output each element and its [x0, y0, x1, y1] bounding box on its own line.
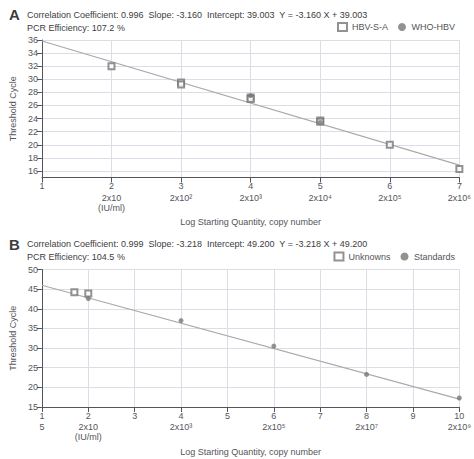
svg-text:35: 35 [28, 323, 38, 333]
svg-text:5: 5 [318, 181, 323, 191]
svg-text:50: 50 [28, 265, 38, 275]
svg-text:8: 8 [364, 411, 369, 421]
svg-text:40: 40 [28, 304, 38, 314]
svg-text:2x10⁹: 2x10⁹ [448, 422, 472, 432]
svg-text:WHO-HBV: WHO-HBV [412, 22, 456, 32]
svg-text:2x10⁶: 2x10⁶ [448, 193, 472, 203]
svg-text:34: 34 [28, 48, 38, 58]
svg-text:5: 5 [39, 422, 44, 432]
svg-text:2x10: 2x10 [102, 193, 122, 203]
svg-text:5: 5 [225, 411, 230, 421]
svg-text:28: 28 [28, 87, 38, 97]
svg-text:2x10⁴: 2x10⁴ [309, 193, 333, 203]
svg-text:(IU/ml): (IU/ml) [98, 203, 125, 213]
svg-text:Correlation Coefficient: 0.996: Correlation Coefficient: 0.996 Slope: -3… [27, 10, 367, 20]
svg-text:PCR Efficiency: 104.5 %: PCR Efficiency: 104.5 % [27, 252, 125, 262]
svg-text:2x10³: 2x10³ [170, 422, 193, 432]
svg-text:2x10⁷: 2x10⁷ [355, 422, 378, 432]
svg-text:30: 30 [28, 343, 38, 353]
svg-text:A: A [9, 6, 20, 23]
svg-text:7: 7 [318, 411, 323, 421]
svg-text:3: 3 [132, 411, 137, 421]
svg-text:16: 16 [28, 166, 38, 176]
svg-text:Log Starting Quantity, copy nu: Log Starting Quantity, copy number [180, 447, 321, 457]
svg-text:2x10: 2x10 [79, 422, 99, 432]
svg-text:Standards: Standards [414, 252, 456, 262]
svg-text:Log Starting Quantity, copy nu: Log Starting Quantity, copy number [180, 217, 321, 227]
svg-text:B: B [9, 236, 20, 253]
svg-text:(IU/ml): (IU/ml) [75, 432, 102, 442]
svg-text:32: 32 [28, 61, 38, 71]
svg-text:20: 20 [28, 140, 38, 150]
svg-text:18: 18 [28, 153, 38, 163]
svg-text:4: 4 [179, 411, 184, 421]
svg-text:PCR Efficiency: 107.2 %: PCR Efficiency: 107.2 % [27, 23, 125, 33]
svg-text:22: 22 [28, 127, 38, 137]
svg-text:1: 1 [39, 181, 44, 191]
svg-text:4: 4 [248, 181, 253, 191]
svg-text:36: 36 [28, 35, 38, 45]
svg-text:2x10⁵: 2x10⁵ [262, 422, 286, 432]
svg-text:Correlation Coefficient: 0.999: Correlation Coefficient: 0.999 Slope: -3… [27, 239, 367, 249]
svg-text:2: 2 [86, 411, 91, 421]
svg-text:HBV-S-A: HBV-S-A [352, 22, 388, 32]
svg-text:30: 30 [28, 74, 38, 84]
svg-text:9: 9 [410, 411, 415, 421]
svg-text:2x10³: 2x10³ [239, 193, 262, 203]
svg-text:24: 24 [28, 114, 38, 124]
svg-text:2: 2 [109, 181, 114, 191]
svg-text:7: 7 [457, 181, 462, 191]
svg-text:2x10⁵: 2x10⁵ [378, 193, 402, 203]
svg-text:25: 25 [28, 363, 38, 373]
svg-text:45: 45 [28, 284, 38, 294]
svg-text:20: 20 [28, 382, 38, 392]
svg-text:1: 1 [39, 411, 44, 421]
svg-text:10: 10 [454, 411, 464, 421]
svg-text:2x10²: 2x10² [170, 193, 193, 203]
svg-text:Threshold Cycle: Threshold Cycle [8, 306, 18, 371]
svg-text:Unknowns: Unknowns [348, 252, 391, 262]
svg-text:Threshold Cycle: Threshold Cycle [8, 76, 18, 141]
svg-text:3: 3 [179, 181, 184, 191]
svg-text:6: 6 [387, 181, 392, 191]
svg-text:26: 26 [28, 100, 38, 110]
svg-text:15: 15 [28, 402, 38, 412]
svg-text:6: 6 [271, 411, 276, 421]
